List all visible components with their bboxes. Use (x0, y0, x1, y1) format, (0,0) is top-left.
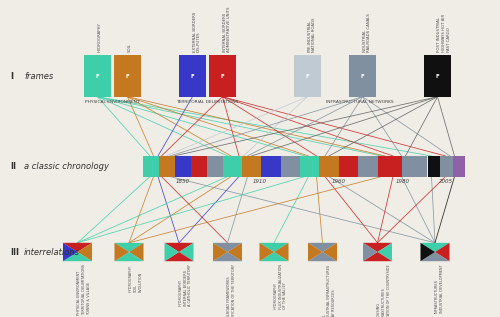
Text: RAILROAD FRAMEWORKS
UNIFICATION OF THE TERRITORY: RAILROAD FRAMEWORKS UNIFICATION OF THE T… (228, 264, 236, 317)
Text: F: F (220, 74, 224, 79)
Text: PHYSICAL ENVIRONMENT: PHYSICAL ENVIRONMENT (85, 100, 140, 104)
Bar (142, 156, 158, 177)
Text: F: F (96, 74, 100, 79)
Text: interrelations: interrelations (24, 248, 80, 256)
Bar (242, 156, 261, 177)
Text: 1910: 1910 (253, 179, 267, 184)
Bar (114, 55, 141, 97)
Polygon shape (322, 243, 337, 261)
Bar (190, 156, 206, 177)
Text: II: II (10, 162, 16, 171)
Polygon shape (129, 243, 144, 261)
Text: frames: frames (24, 72, 53, 81)
Bar (174, 156, 190, 177)
Bar (294, 55, 321, 97)
Bar (280, 156, 300, 177)
Bar (402, 156, 427, 177)
Polygon shape (308, 252, 337, 261)
Polygon shape (260, 252, 288, 261)
Text: F: F (360, 74, 364, 79)
Polygon shape (363, 252, 392, 261)
Text: INFRASTRUCTURAL NETWORKS: INFRASTRUCTURAL NETWORKS (326, 100, 394, 104)
Text: POSTWAR HOUSING
LEISURE INFRASTRUCTURES
SUBURBANIZATION OF THE COUNTRYSIDE: POSTWAR HOUSING LEISURE INFRASTRUCTURES … (378, 264, 390, 317)
Text: 1980: 1980 (396, 179, 409, 184)
Text: SOIL: SOIL (128, 43, 132, 52)
Text: PHYSICAL ENVIRONMENT
TERRITORIAL DELIMITATIONS
TOWNS & VILLAGE: PHYSICAL ENVIRONMENT TERRITORIAL DELIMIT… (78, 264, 90, 315)
Polygon shape (213, 252, 242, 261)
Bar (320, 156, 339, 177)
Text: HYDROGRAPHY
SOIL
EVOLUTION: HYDROGRAPHY SOIL EVOLUTION (129, 264, 142, 292)
Bar (206, 156, 222, 177)
Text: INTERNAL BORDERS
ADMINISTRATIVE UNITS: INTERNAL BORDERS ADMINISTRATIVE UNITS (222, 7, 231, 52)
Bar (339, 156, 358, 177)
Polygon shape (114, 252, 144, 261)
Bar (158, 156, 174, 177)
Bar (84, 55, 111, 97)
Polygon shape (78, 243, 92, 261)
Polygon shape (260, 243, 288, 252)
Bar (209, 55, 236, 97)
Bar (222, 156, 242, 177)
Polygon shape (114, 243, 144, 252)
Text: INFRASTRUCTURES
INDUSTRIAL DEVELOPMENT: INFRASTRUCTURES INDUSTRIAL DEVELOPMENT (435, 264, 444, 313)
Polygon shape (164, 252, 194, 261)
Text: INDUSTRIAL
RAILROADS CANALS: INDUSTRIAL RAILROADS CANALS (362, 13, 371, 52)
Polygon shape (213, 243, 228, 261)
Bar (349, 55, 376, 97)
Bar (452, 156, 465, 177)
Text: HYDROGRAPHY: HYDROGRAPHY (98, 23, 102, 52)
Polygon shape (114, 243, 129, 261)
Text: F: F (126, 74, 130, 79)
Text: F: F (190, 74, 194, 79)
Polygon shape (164, 243, 179, 261)
Text: III: III (10, 248, 19, 256)
Polygon shape (308, 243, 322, 261)
Bar (378, 156, 402, 177)
Text: 1960: 1960 (332, 179, 345, 184)
Text: POST INDUSTRIAL
HIGHWAYS HOT AIR
FAST CARGO: POST INDUSTRIAL HIGHWAYS HOT AIR FAST CA… (438, 14, 450, 52)
Bar (358, 156, 378, 177)
Polygon shape (420, 243, 450, 252)
Polygon shape (63, 243, 78, 261)
Text: TERRITORIAL DELIMITATIONS: TERRITORIAL DELIMITATIONS (176, 100, 238, 104)
Text: HYDROGRAPHY
FLUX INDUSTRIALIZATION
OF THE VALLEY: HYDROGRAPHY FLUX INDUSTRIALIZATION OF TH… (274, 264, 287, 309)
Text: a classic chronology: a classic chronology (24, 162, 109, 171)
Text: I: I (10, 72, 13, 81)
Bar (261, 156, 280, 177)
Text: HYDROGRAPHY
INTERNAL BORDERS
A CATHOLIC TERRITORY: HYDROGRAPHY INTERNAL BORDERS A CATHOLIC … (179, 264, 192, 306)
Bar (424, 55, 451, 97)
Bar (428, 156, 440, 177)
Text: EXTERNAL BORDERS
DIS-PUTES: EXTERNAL BORDERS DIS-PUTES (192, 12, 201, 52)
Text: SOIL
INDUSTRIAL INFRASTRUCTURES
CLAY RESOURCES: SOIL INDUSTRIAL INFRASTRUCTURES CLAY RES… (322, 264, 336, 317)
Polygon shape (63, 252, 92, 261)
Polygon shape (164, 243, 194, 252)
Polygon shape (435, 243, 450, 261)
Text: F: F (306, 74, 310, 79)
Polygon shape (363, 243, 378, 261)
Polygon shape (378, 243, 392, 261)
Polygon shape (213, 243, 242, 252)
Polygon shape (260, 243, 274, 261)
Polygon shape (308, 243, 337, 252)
Polygon shape (179, 243, 194, 261)
Bar (440, 156, 452, 177)
Text: 1850: 1850 (176, 179, 190, 184)
Text: 2005: 2005 (439, 179, 453, 184)
Text: PRE-INDUSTRIAL
NATIONAL ROADS: PRE-INDUSTRIAL NATIONAL ROADS (308, 18, 316, 52)
Bar (179, 55, 206, 97)
Polygon shape (63, 243, 92, 252)
Polygon shape (274, 243, 288, 261)
Bar (300, 156, 320, 177)
Polygon shape (363, 243, 392, 252)
Polygon shape (420, 252, 450, 261)
Text: F: F (436, 74, 440, 79)
Polygon shape (420, 243, 435, 261)
Polygon shape (228, 243, 242, 261)
